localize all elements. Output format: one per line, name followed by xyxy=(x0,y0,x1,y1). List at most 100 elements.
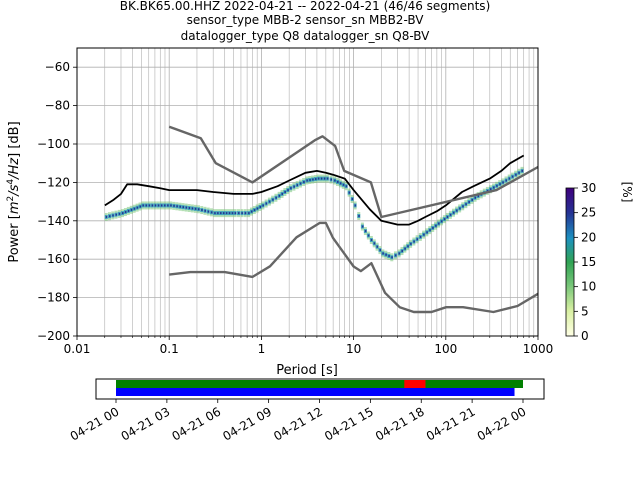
density-cell xyxy=(382,252,384,255)
density-cell xyxy=(367,234,370,237)
density-cell xyxy=(323,177,326,180)
density-cell xyxy=(265,202,268,205)
psd-plot: 0.01 0.1 1 10 100 1000 −200 −180 −160 −140 −120 −1… xyxy=(6,47,553,378)
density-cell xyxy=(133,207,136,210)
colorbar-tick-label: 10 xyxy=(581,280,596,294)
density-cell xyxy=(154,204,157,207)
density-cell xyxy=(449,213,452,216)
timeline-tick-label: 04-21 00 xyxy=(68,404,122,443)
density-cell xyxy=(167,204,169,207)
density-cell xyxy=(130,208,133,211)
density-cell xyxy=(241,212,243,215)
density-cell xyxy=(391,256,393,259)
density-cell xyxy=(465,203,467,206)
density-cell xyxy=(459,207,461,210)
density-cell xyxy=(109,215,111,218)
plot-frame xyxy=(76,47,539,337)
density-cell xyxy=(275,196,277,199)
density-cell xyxy=(518,171,520,174)
density-cell xyxy=(370,239,373,241)
density-cell xyxy=(278,194,281,197)
density-cell xyxy=(429,229,431,232)
density-cell xyxy=(157,204,160,207)
density-cell xyxy=(197,208,200,211)
series-layer xyxy=(104,125,539,314)
density-cell xyxy=(309,179,311,181)
timeline-tick-label: 04-21 18 xyxy=(373,404,427,443)
x-tick-label: 0.01 xyxy=(64,342,91,356)
density-cell xyxy=(489,188,492,191)
colorbar-tick-label: 0 xyxy=(581,329,589,343)
density-cell xyxy=(238,212,240,215)
density-cell xyxy=(496,184,498,187)
density-cell xyxy=(486,189,489,192)
density-cell xyxy=(419,235,422,238)
density-cell xyxy=(151,204,154,207)
density-cell xyxy=(148,204,151,207)
x-axis-label: Period [s] xyxy=(276,363,338,378)
colorbar-tick-label: 30 xyxy=(581,181,596,195)
density-cell xyxy=(312,178,314,181)
x-tick-label: 100 xyxy=(434,342,457,356)
density-cell xyxy=(505,179,508,182)
density-cell xyxy=(262,204,264,207)
density-cell xyxy=(345,185,348,188)
density-cell xyxy=(364,230,367,233)
density-cell xyxy=(142,204,144,207)
density-cell xyxy=(194,207,197,210)
density-cell xyxy=(191,207,194,210)
density-cell xyxy=(401,250,403,253)
density-cell xyxy=(515,173,517,176)
density-cell xyxy=(443,218,446,221)
title-line-1: BK.BK65.00.HHZ 2022-04-21 -- 2022-04-21 … xyxy=(120,0,491,13)
density-cell xyxy=(388,255,390,257)
density-cell xyxy=(281,192,284,195)
y-tick-label: −180 xyxy=(37,291,70,305)
density-cell xyxy=(361,225,364,228)
density-cell xyxy=(293,185,295,188)
density-cell xyxy=(315,178,317,181)
y-tick-label: −160 xyxy=(37,252,70,266)
mode-line xyxy=(104,154,525,226)
density-cell xyxy=(284,191,286,193)
density-cell xyxy=(502,181,504,184)
title-line-2: sensor_type MBB-2 sensor_sn MBB2-BV xyxy=(187,13,425,27)
timeline-tick-label: 04-21 03 xyxy=(119,404,173,443)
y-tick-label: −200 xyxy=(37,329,70,343)
timeline-tick-label: 04-22 00 xyxy=(475,404,529,443)
density-cell xyxy=(477,195,480,198)
density-cell xyxy=(182,206,185,209)
timeline-tick-label: 04-21 21 xyxy=(424,404,478,443)
colorbar-label: [%] xyxy=(620,182,634,203)
density-cell xyxy=(256,207,259,210)
density-cell xyxy=(173,204,175,207)
density-cell xyxy=(124,211,127,214)
density-cell xyxy=(210,211,213,214)
colorbar-tick-label: 15 xyxy=(581,255,596,269)
density-cell xyxy=(244,212,247,215)
noise-model-low xyxy=(169,221,539,314)
y-tick-label: −80 xyxy=(45,99,70,113)
colorbar-ticks: 0 5 10 15 20 25 30 xyxy=(574,181,596,343)
density-cell xyxy=(508,177,511,180)
density-cell xyxy=(201,209,203,212)
y-tick-label: −120 xyxy=(37,175,70,189)
density-cell xyxy=(160,204,163,207)
x-tick-label: 1 xyxy=(258,342,266,356)
density-cell xyxy=(170,204,172,207)
density-cell xyxy=(342,183,345,186)
density-cell xyxy=(435,224,437,227)
timeline-tick-label: 04-21 12 xyxy=(271,404,325,443)
density-cell xyxy=(348,191,351,194)
y-axis-label: Power [m2/s4/Hz] [dB] xyxy=(6,121,22,262)
density-cell xyxy=(413,240,415,243)
density-cell xyxy=(339,182,342,185)
density-cell xyxy=(185,206,188,209)
density-cell xyxy=(272,198,274,201)
density-cell xyxy=(337,180,339,183)
density-cell xyxy=(118,212,121,215)
density-cell xyxy=(250,210,253,213)
colorbar: 0 5 10 15 20 25 30 [%] xyxy=(565,181,634,343)
